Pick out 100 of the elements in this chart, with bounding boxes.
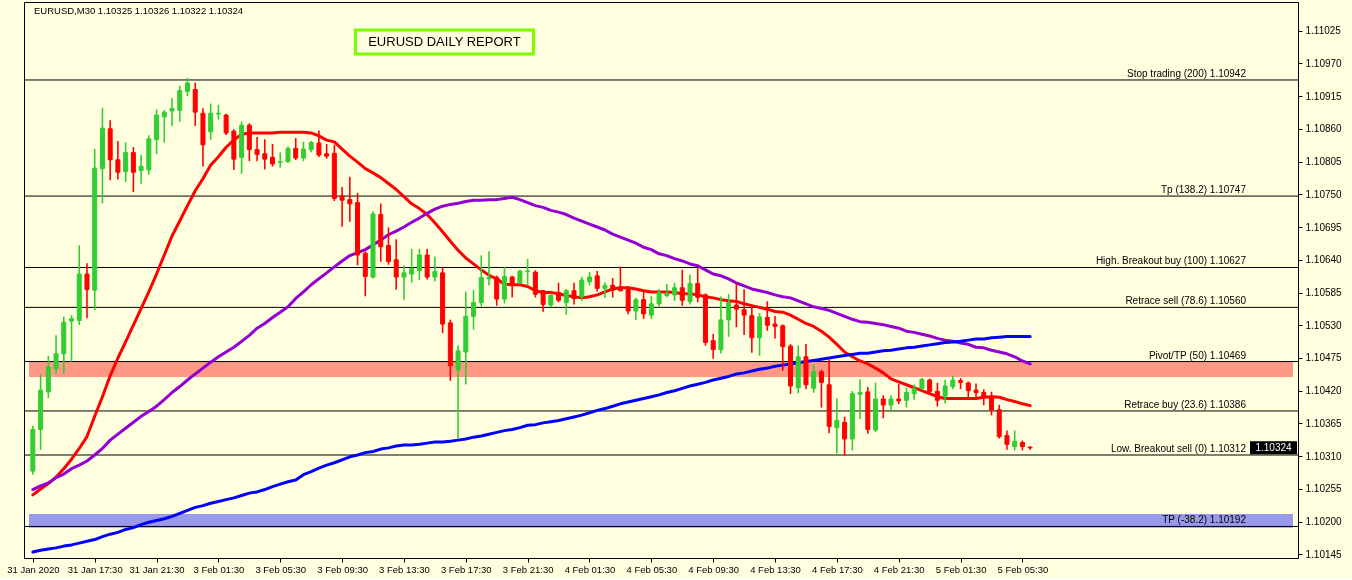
candlestick <box>679 269 685 306</box>
x-tick-label: 3 Feb 05:30 <box>255 563 307 575</box>
candlestick <box>648 295 654 319</box>
candlestick <box>842 416 848 456</box>
candlestick <box>1027 445 1033 450</box>
ref-line-label: Tp (138.2) 1.10747 <box>1160 184 1247 196</box>
x-tick-label: 31 Jan 17:30 <box>67 563 123 575</box>
y-tick-label: 1.10915 <box>1305 90 1343 102</box>
candlestick <box>579 276 585 302</box>
candlestick <box>1012 430 1018 451</box>
x-tick-label: 4 Feb 21:30 <box>873 563 925 575</box>
text: 1.10324 <box>1255 441 1293 453</box>
candlestick <box>726 294 732 337</box>
x-tick-label: 4 Feb 01:30 <box>564 563 616 575</box>
candlestick <box>416 248 422 281</box>
candlestick <box>973 383 979 399</box>
candlestick <box>277 152 283 168</box>
y-tick-label: 1.10805 <box>1305 156 1343 168</box>
candlestick <box>757 313 763 356</box>
candlestick <box>161 110 167 143</box>
x-tick-label: 3 Feb 13:30 <box>379 563 430 575</box>
x-tick-label: 5 Feb 01:30 <box>935 563 987 575</box>
x-tick-label: 31 Jan 2020 <box>7 563 60 575</box>
candlestick <box>138 154 144 184</box>
candlestick <box>385 227 391 265</box>
candlestick <box>880 395 886 419</box>
candlestick <box>53 335 59 374</box>
x-tick-label: 4 Feb 13:30 <box>750 563 801 575</box>
y-tick-label: 1.10475 <box>1305 352 1343 364</box>
x-tick-label: 3 Feb 21:30 <box>502 563 554 575</box>
candlestick <box>625 286 631 315</box>
candlestick <box>362 251 368 297</box>
candlestick <box>687 274 693 305</box>
candlestick <box>262 139 268 170</box>
candlestick <box>942 379 948 404</box>
y-tick-label: 1.10530 <box>1305 319 1343 331</box>
candlestick <box>486 251 492 286</box>
candlestick <box>192 82 198 127</box>
y-tick-label: 1.10420 <box>1305 385 1343 397</box>
candlestick <box>857 379 863 419</box>
candlestick <box>540 289 546 312</box>
x-tick-label: 31 Jan 21:30 <box>129 563 185 575</box>
y-tick-label: 1.10860 <box>1305 123 1343 135</box>
candlestick <box>617 266 623 292</box>
candlestick <box>501 266 507 304</box>
candlestick <box>633 297 639 321</box>
y-tick-label: 1.11025 <box>1305 25 1342 37</box>
text: EURUSD DAILY REPORT <box>368 34 521 49</box>
y-tick-label: 1.10365 <box>1305 417 1343 429</box>
candlestick <box>641 291 647 319</box>
candlestick <box>733 282 739 328</box>
candlestick <box>764 301 770 331</box>
line-series <box>31 195 1032 492</box>
candlestick <box>471 289 477 330</box>
candlestick <box>594 270 600 292</box>
candlestick <box>664 283 670 298</box>
y-tick-label: 1.10640 <box>1305 254 1343 266</box>
candlestick <box>903 387 909 408</box>
candlestick <box>934 382 940 407</box>
candlestick <box>130 147 136 193</box>
candlestick <box>223 113 229 135</box>
candlestick <box>409 248 415 283</box>
candlestick <box>749 305 755 353</box>
candlestick <box>432 256 438 282</box>
candlestick <box>455 345 461 439</box>
y-tick-label: 1.10750 <box>1305 188 1343 200</box>
candlestick <box>772 316 778 339</box>
y-tick-label: 1.10310 <box>1305 450 1343 462</box>
ref-line-label: TP (-38.2) 1.10192 <box>1162 514 1247 526</box>
candlestick <box>989 391 994 416</box>
candlestick <box>69 314 75 362</box>
candlestick <box>270 144 276 167</box>
x-tick-label: 4 Feb 09:30 <box>688 563 740 575</box>
line-series <box>31 335 1032 554</box>
x-tick-label: 3 Feb 09:30 <box>317 563 368 575</box>
candlestick <box>834 398 840 454</box>
candlestick <box>339 186 345 227</box>
ref-line-label: Low. Breakout sell (0) 1.10312 <box>1110 443 1247 455</box>
candlestick <box>571 282 577 305</box>
candlestick <box>896 383 902 405</box>
candlestick <box>602 282 608 299</box>
y-tick-label: 1.10145 <box>1305 548 1343 560</box>
candlestick <box>293 138 299 160</box>
y-tick-label: 1.10585 <box>1305 287 1343 298</box>
y-tick-label: 1.10695 <box>1305 221 1343 233</box>
x-tick-label: 3 Feb 01:30 <box>193 563 245 575</box>
y-tick-label: 1.10970 <box>1305 57 1343 69</box>
x-tick-label: 4 Feb 17:30 <box>812 563 863 575</box>
candlestick <box>811 364 817 393</box>
candlestick <box>695 267 701 303</box>
candlestick <box>509 275 515 298</box>
candlestick <box>393 239 399 290</box>
candlestick <box>494 275 500 306</box>
candlestick <box>208 103 214 140</box>
candlestick <box>780 324 786 371</box>
candlestick <box>123 142 129 182</box>
candlestick <box>169 98 175 127</box>
candlestick <box>115 141 121 180</box>
y-tick-label: 1.10200 <box>1305 516 1343 528</box>
candlestick <box>563 288 569 315</box>
